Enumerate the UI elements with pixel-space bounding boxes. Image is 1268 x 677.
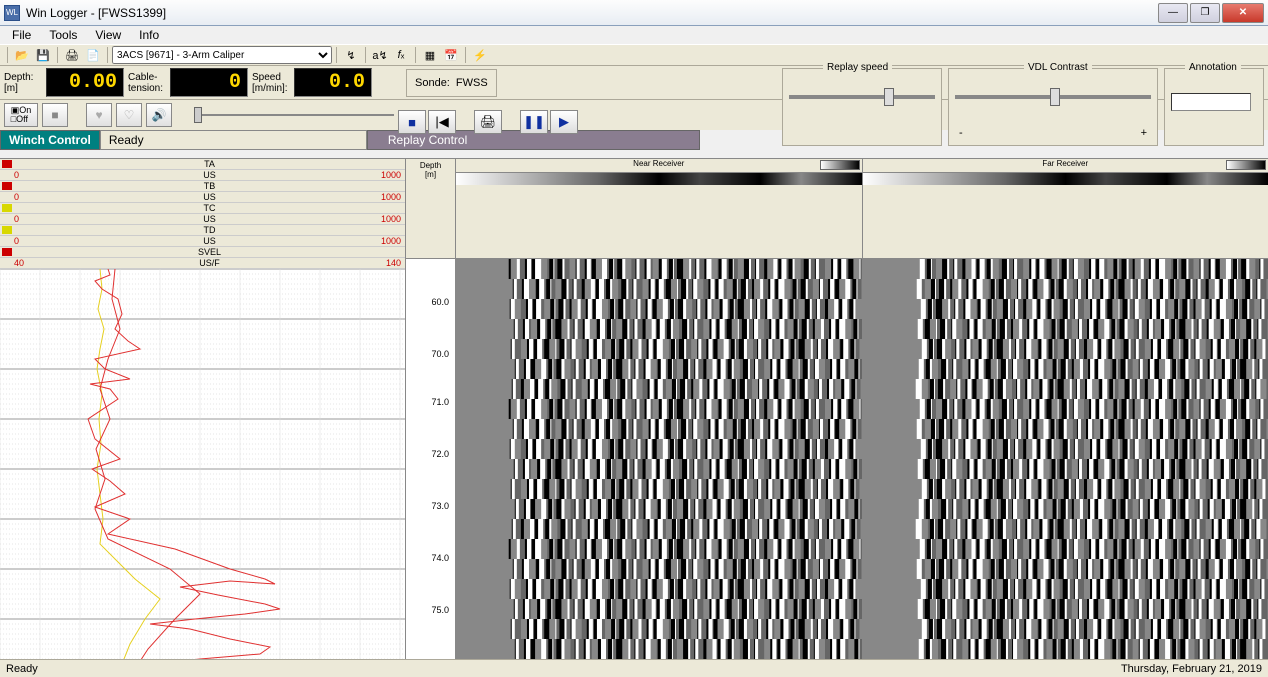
depth-tick: 72.0 bbox=[431, 449, 449, 459]
depth-tick: 73.0 bbox=[431, 501, 449, 511]
depth-tick: 71.0 bbox=[431, 397, 449, 407]
replay-speed-group: Replay speed bbox=[782, 68, 942, 146]
depth-tick: 60.0 bbox=[431, 297, 449, 307]
curve-track: TA0US1000TB0US1000TC0US1000TD0US1000SVEL… bbox=[0, 159, 406, 659]
replay-speed-label: Replay speed bbox=[823, 62, 892, 73]
menu-view[interactable]: View bbox=[87, 26, 129, 44]
vdl-contrast-group: VDL Contrast - + bbox=[948, 68, 1158, 146]
gain-slider[interactable] bbox=[194, 105, 394, 125]
tension-value: 0 bbox=[170, 68, 248, 97]
vdl-far-title: Far Receiver bbox=[1042, 159, 1088, 168]
depth-label: Depth: [m] bbox=[4, 72, 42, 94]
sonde-value: FWSS bbox=[456, 77, 488, 89]
menu-bar: File Tools View Info bbox=[0, 26, 1268, 44]
title-bar: WL Win Logger - [FWSS1399] — ❐ ✕ bbox=[0, 0, 1268, 26]
vdl-near-track: Near Receiver bbox=[456, 159, 863, 659]
tool-flash-icon[interactable]: ⚡ bbox=[470, 46, 490, 64]
vdl-near-title: Near Receiver bbox=[633, 159, 684, 168]
depth-tick: 75.0 bbox=[431, 605, 449, 615]
curve-svg bbox=[0, 269, 405, 659]
depth-body: 60.0 70.0 71.0 72.0 73.0 74.0 75.0 bbox=[406, 259, 455, 659]
status-bar: Ready Thursday, February 21, 2019 bbox=[0, 659, 1268, 677]
heart-up-icon[interactable]: ♡ bbox=[116, 103, 142, 127]
vdl-near-body[interactable] bbox=[456, 259, 862, 659]
sonde-label: Sonde: bbox=[415, 77, 450, 89]
depth-tick: 74.0 bbox=[431, 553, 449, 563]
save-btn-icon[interactable]: 💾 bbox=[33, 46, 53, 64]
depth-track: Depth [m] 60.0 70.0 71.0 72.0 73.0 74.0 75.0 bbox=[406, 159, 456, 659]
depth-header-unit: [m] bbox=[406, 170, 455, 179]
playback-row: ■ |◀ 🖨 ❚❚ ▶ bbox=[398, 108, 578, 136]
sonde-select[interactable]: 3ACS [9671] - 3-Arm Caliper bbox=[112, 46, 332, 64]
pb-print-icon[interactable]: 🖨 bbox=[474, 110, 502, 134]
tool-fx-icon[interactable]: fₓ bbox=[391, 46, 411, 64]
menu-tools[interactable]: Tools bbox=[41, 26, 85, 44]
vdl-far-track: Far Receiver bbox=[863, 159, 1268, 659]
vdl-near-scale bbox=[456, 173, 862, 185]
close-button[interactable]: ✕ bbox=[1222, 3, 1264, 23]
gradient-icon bbox=[820, 160, 860, 170]
winch-status: Ready bbox=[100, 130, 367, 150]
curve-body[interactable] bbox=[0, 269, 405, 659]
vdl-near-header: Near Receiver bbox=[456, 159, 862, 173]
open-btn-icon[interactable]: 📂 bbox=[12, 46, 32, 64]
vdl-plus-icon: + bbox=[1141, 127, 1147, 139]
stop-button-icon[interactable]: ■ bbox=[42, 103, 68, 127]
speed-value: 0.0 bbox=[294, 68, 372, 97]
app-icon: WL bbox=[4, 5, 20, 21]
pb-pause-icon[interactable]: ❚❚ bbox=[520, 110, 548, 134]
curve-header: TA0US1000TB0US1000TC0US1000TD0US1000SVEL… bbox=[0, 159, 405, 269]
vdl-contrast-slider[interactable] bbox=[955, 95, 1151, 99]
winch-control-label[interactable]: Winch Control bbox=[0, 130, 100, 150]
sound-icon[interactable]: 🔊 bbox=[146, 103, 172, 127]
menu-info[interactable]: Info bbox=[131, 26, 167, 44]
pb-stop-icon[interactable]: ■ bbox=[398, 110, 426, 134]
vdl-minus-icon: - bbox=[959, 127, 963, 139]
window-title: Win Logger - [FWSS1399] bbox=[26, 6, 1158, 20]
replay-speed-slider[interactable] bbox=[789, 95, 935, 99]
menu-file[interactable]: File bbox=[4, 26, 39, 44]
tool-b-icon[interactable]: a↯ bbox=[370, 46, 390, 64]
vdl-far-body[interactable] bbox=[863, 259, 1268, 659]
record-toggle-icon[interactable]: ▣On□Off bbox=[4, 103, 38, 127]
maximize-button[interactable]: ❐ bbox=[1190, 3, 1220, 23]
depth-value: 0.00 bbox=[46, 68, 124, 97]
vdl-far-scale bbox=[863, 173, 1268, 185]
status-date: Thursday, February 21, 2019 bbox=[1121, 663, 1262, 675]
gradient-icon bbox=[1226, 160, 1266, 170]
vdl-contrast-label: VDL Contrast bbox=[1024, 62, 1092, 73]
heart-down-icon[interactable]: ♥ bbox=[86, 103, 112, 127]
annotation-label: Annotation bbox=[1185, 62, 1241, 73]
status-left: Ready bbox=[6, 663, 38, 675]
tension-label: Cable- tension: bbox=[128, 72, 166, 94]
tool-cal-icon[interactable]: 📅 bbox=[441, 46, 461, 64]
tool-a-icon[interactable]: ↯ bbox=[341, 46, 361, 64]
speed-label: Speed [m/min]: bbox=[252, 72, 290, 94]
annotation-input[interactable] bbox=[1171, 93, 1251, 111]
depth-tick: 70.0 bbox=[431, 349, 449, 359]
vdl-far-header: Far Receiver bbox=[863, 159, 1268, 173]
tool-grid-icon[interactable]: ▦ bbox=[420, 46, 440, 64]
doc-btn-icon[interactable]: 📄 bbox=[83, 46, 103, 64]
pb-rewind-icon[interactable]: |◀ bbox=[428, 110, 456, 134]
depth-header-label: Depth bbox=[406, 161, 455, 170]
depth-header: Depth [m] bbox=[406, 159, 455, 259]
pb-play-icon[interactable]: ▶ bbox=[550, 110, 578, 134]
print-btn-icon[interactable]: 🖨 bbox=[62, 46, 82, 64]
annotation-group: Annotation bbox=[1164, 68, 1264, 146]
log-area: TA0US1000TB0US1000TC0US1000TD0US1000SVEL… bbox=[0, 158, 1268, 659]
minimize-button[interactable]: — bbox=[1158, 3, 1188, 23]
